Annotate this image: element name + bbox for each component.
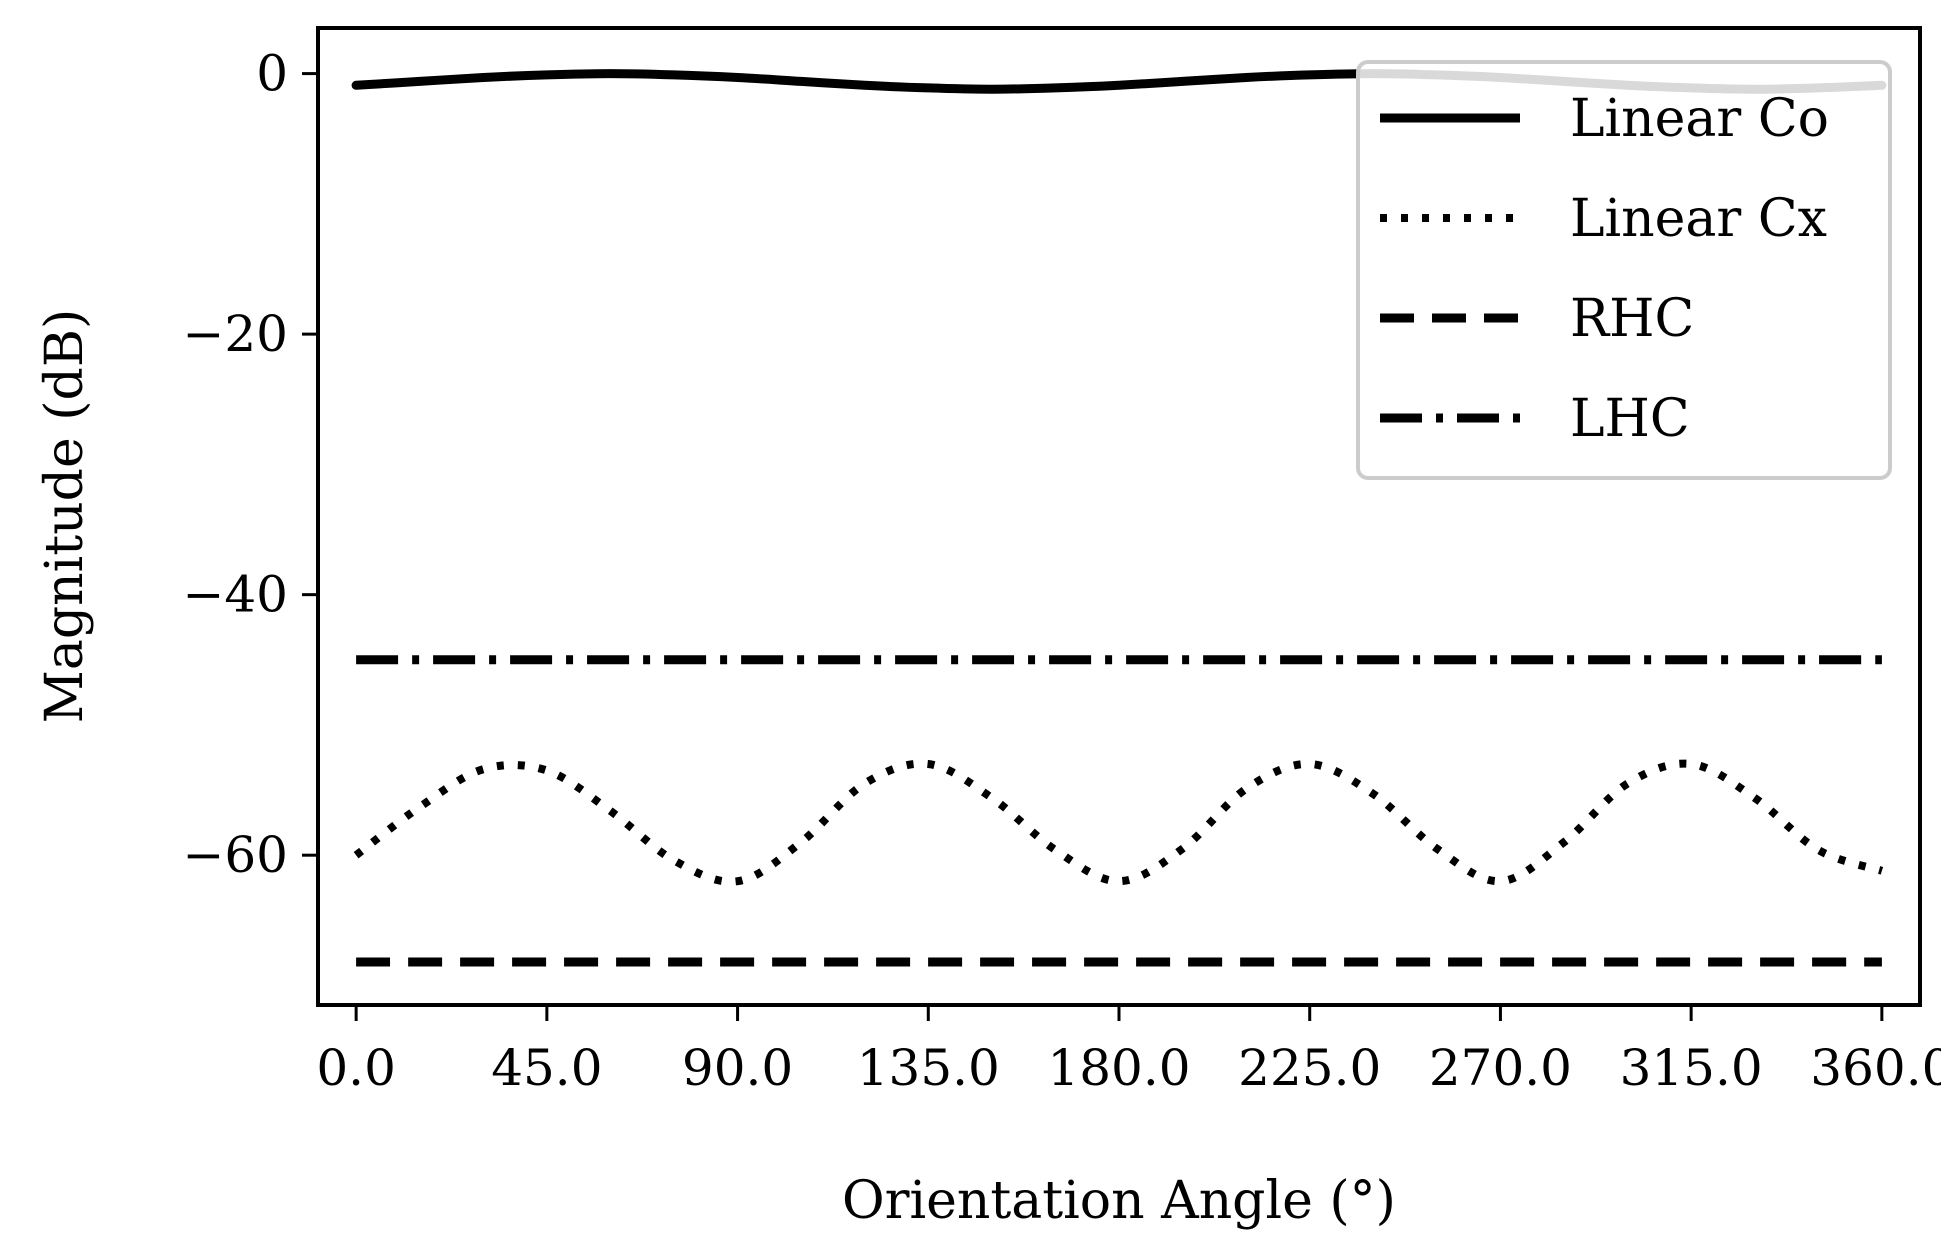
x-tick-label: 0.0: [316, 1039, 396, 1097]
x-tick-label: 45.0: [491, 1039, 602, 1097]
x-tick-label: 180.0: [1047, 1039, 1190, 1097]
series-line-linear-cx: [353, 759, 1884, 886]
legend-label: Linear Co: [1570, 89, 1829, 149]
y-tick-label: −60: [182, 826, 288, 884]
legend: Linear Co Linear Cx RHC LHC: [1356, 60, 1892, 480]
legend-label: Linear Cx: [1570, 189, 1827, 249]
y-axis-label: Magnitude (dB): [35, 309, 95, 724]
y-tick-label: −20: [182, 305, 288, 363]
x-axis-label: Orientation Angle (°): [842, 1171, 1396, 1231]
x-axis: 0.0 45.0 90.0 135.0 180.0 225.0 270.0 315.0 360.…: [316, 1005, 1941, 1097]
y-tick-label: −40: [182, 566, 288, 624]
x-tick-label: 360.0: [1810, 1039, 1941, 1097]
x-tick-label: 225.0: [1238, 1039, 1381, 1097]
x-tick-label: 315.0: [1620, 1039, 1763, 1097]
x-tick-label: 270.0: [1429, 1039, 1572, 1097]
legend-label: RHC: [1570, 289, 1694, 349]
y-tick-label: 0: [256, 45, 288, 103]
x-tick-label: 135.0: [857, 1039, 1000, 1097]
x-tick-label: 90.0: [682, 1039, 793, 1097]
legend-box: [1356, 60, 1892, 480]
y-axis: 0 −20 −40 −60: [182, 45, 318, 884]
legend-label: LHC: [1570, 389, 1690, 449]
